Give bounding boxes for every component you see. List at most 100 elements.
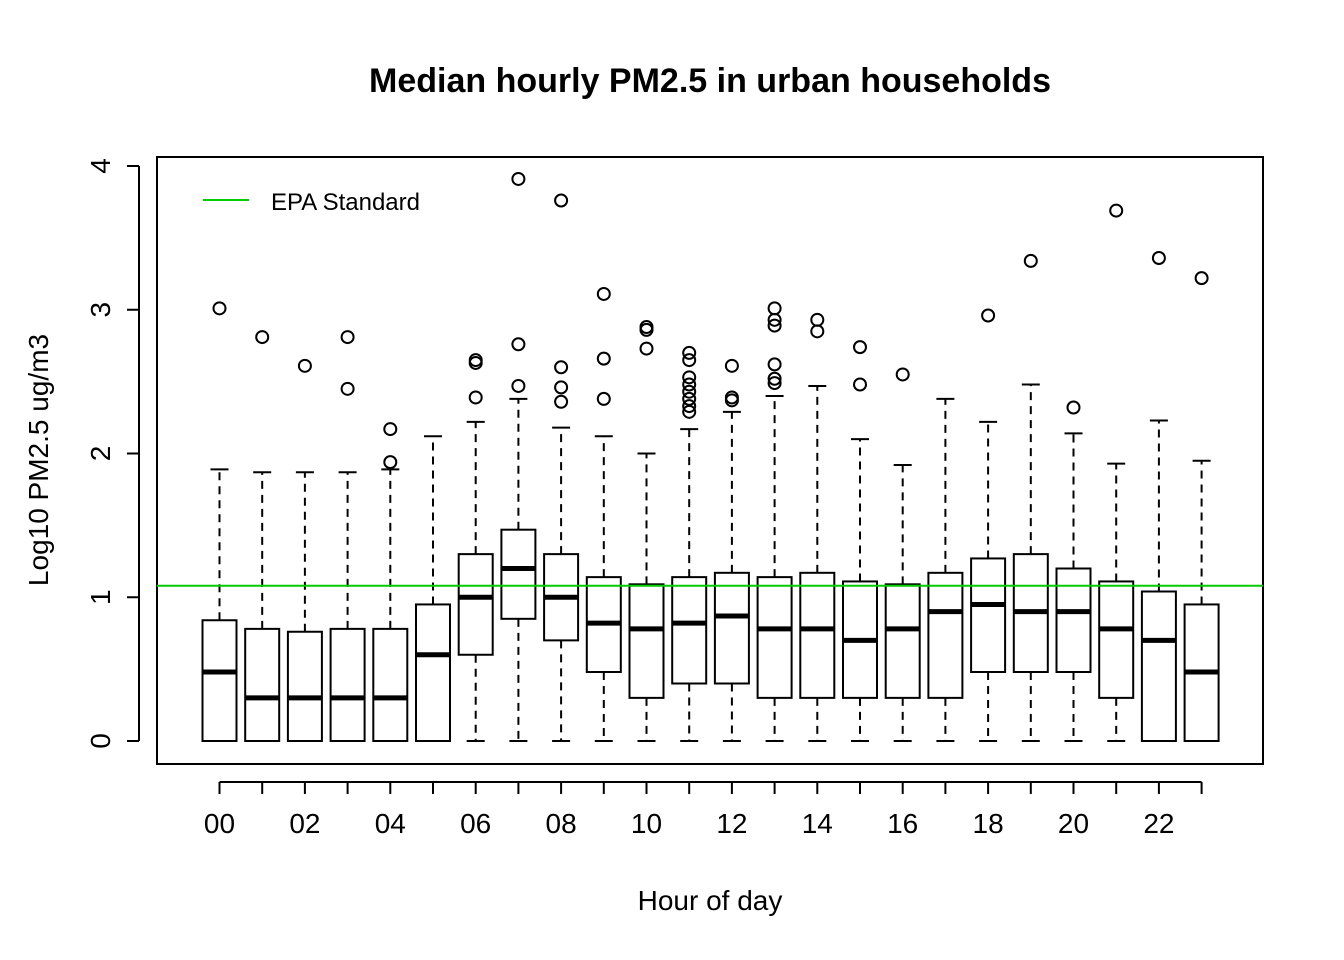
y-axis-label: Log10 PM2.5 ug/m3 [23, 334, 54, 586]
box-hour-11-outlier-3 [682, 377, 697, 392]
box-hour-06-outlier-1 [468, 355, 483, 370]
box-hour-07-iqr [500, 528, 537, 620]
box-hour-04-outlier-1 [383, 455, 398, 470]
box-hour-13-outlier-3 [767, 357, 782, 372]
box-hour-11-outlier-6 [682, 399, 697, 414]
y-tick-label-0: 0 [85, 733, 116, 749]
legend: EPA Standard [203, 189, 420, 216]
box-hour-11-outlier-7 [682, 404, 697, 419]
box-hour-10 [628, 320, 665, 742]
box-hour-13 [756, 301, 793, 742]
box-hour-23 [1183, 271, 1220, 742]
box-hour-13-outlier-4 [767, 371, 782, 386]
box-hour-11-outlier-4 [682, 384, 697, 399]
box-hour-23-outlier-0 [1194, 271, 1209, 286]
box-hour-11-outlier-1 [682, 353, 697, 368]
box-hour-22-iqr [1140, 590, 1177, 742]
x-tick-label-02: 02 [289, 808, 320, 839]
x-tick-label-06: 06 [460, 808, 491, 839]
box-hour-02-outlier-0 [297, 358, 312, 373]
box-hour-10-outlier-1 [639, 322, 654, 337]
x-tick-label-16: 16 [887, 808, 918, 839]
box-hour-14-outlier-1 [810, 324, 825, 339]
box-hour-06-outlier-2 [468, 390, 483, 405]
box-hour-08 [543, 193, 580, 742]
box-hour-09-outlier-0 [596, 286, 611, 301]
box-hour-15-outlier-0 [853, 340, 867, 355]
box-hour-11 [671, 345, 708, 742]
box-hour-07-outlier-1 [511, 337, 526, 352]
box-hour-15-outlier-1 [853, 377, 867, 392]
box-hour-04-outlier-0 [383, 422, 398, 437]
legend-label-epa: EPA Standard [271, 189, 420, 216]
chart-title: Median hourly PM2.5 in urban households [369, 62, 1051, 100]
box-hour-17-iqr [927, 571, 964, 699]
box-hour-12-outlier-2 [724, 393, 739, 408]
box-hour-12-iqr [713, 571, 750, 685]
box-hour-03-iqr [329, 627, 366, 742]
box-hour-10-iqr [628, 583, 665, 699]
box-hour-06 [457, 353, 494, 742]
box-hour-00 [201, 301, 238, 742]
x-axis-label: Hour of day [638, 885, 783, 916]
box-hour-14-iqr [799, 571, 836, 699]
box-hour-06-iqr [457, 553, 494, 656]
x-tick-label-04: 04 [375, 808, 406, 839]
y-tick-label-3: 3 [85, 302, 116, 318]
box-hour-13-outlier-1 [767, 312, 782, 327]
box-hour-10-outlier-2 [639, 341, 654, 356]
box-hour-20-outlier-0 [1066, 400, 1081, 415]
box-hour-07-outlier-2 [511, 378, 526, 393]
box-hour-22-outlier-0 [1151, 251, 1166, 265]
box-hour-00-outlier-0 [212, 301, 227, 316]
x-tick-label-22: 22 [1143, 808, 1174, 839]
y-tick-label-1: 1 [85, 589, 116, 605]
box-hour-21 [1098, 203, 1135, 742]
box-hour-02-iqr [286, 630, 323, 742]
box-hour-16-outlier-0 [895, 367, 910, 382]
box-hour-07-outlier-0 [511, 171, 526, 186]
box-hour-18 [970, 308, 1007, 742]
box-hour-07 [500, 171, 537, 742]
box-hour-09-outlier-1 [596, 351, 611, 366]
box-hour-16 [884, 367, 921, 742]
box-hour-18-outlier-0 [981, 308, 996, 323]
box-hour-00-iqr [201, 619, 238, 742]
box-hour-21-iqr [1098, 580, 1135, 699]
box-hour-08-outlier-0 [554, 193, 569, 208]
box-hour-16-iqr [884, 583, 921, 699]
box-hour-12 [713, 358, 750, 742]
box-series [201, 171, 1220, 742]
y-tick-label-2: 2 [85, 446, 116, 462]
box-hour-08-outlier-1 [554, 360, 569, 375]
box-hour-19-outlier-0 [1023, 253, 1038, 268]
box-hour-09 [585, 286, 622, 742]
x-tick-label-12: 12 [716, 808, 747, 839]
box-hour-13-outlier-0 [767, 301, 782, 316]
y-axis: 0 1 2 3 4 [85, 158, 140, 749]
box-hour-13-outlier-2 [767, 318, 782, 333]
box-hour-05 [415, 435, 451, 742]
box-hour-11-outlier-2 [682, 370, 697, 385]
box-hour-22 [1140, 251, 1177, 742]
box-hour-03-outlier-1 [340, 381, 355, 396]
box-hour-13-outlier-5 [767, 376, 782, 391]
box-hour-01 [244, 330, 281, 742]
box-hour-21-outlier-0 [1109, 203, 1124, 218]
box-hour-18-iqr [970, 557, 1007, 673]
plot-frame [156, 156, 1264, 765]
box-hour-04-iqr [372, 627, 409, 742]
box-hour-14 [799, 312, 836, 742]
box-hour-04 [372, 422, 409, 742]
box-hour-08-outlier-2 [554, 380, 569, 395]
x-tick-label-00: 00 [204, 808, 235, 839]
x-tick-label-20: 20 [1058, 808, 1089, 839]
box-hour-08-outlier-3 [554, 394, 569, 409]
box-hour-19 [1012, 253, 1049, 742]
box-hour-03 [329, 330, 366, 742]
box-hour-09-outlier-2 [596, 391, 611, 406]
box-hour-01-iqr [244, 627, 281, 742]
box-hour-02 [286, 358, 323, 742]
x-tick-label-14: 14 [802, 808, 833, 839]
